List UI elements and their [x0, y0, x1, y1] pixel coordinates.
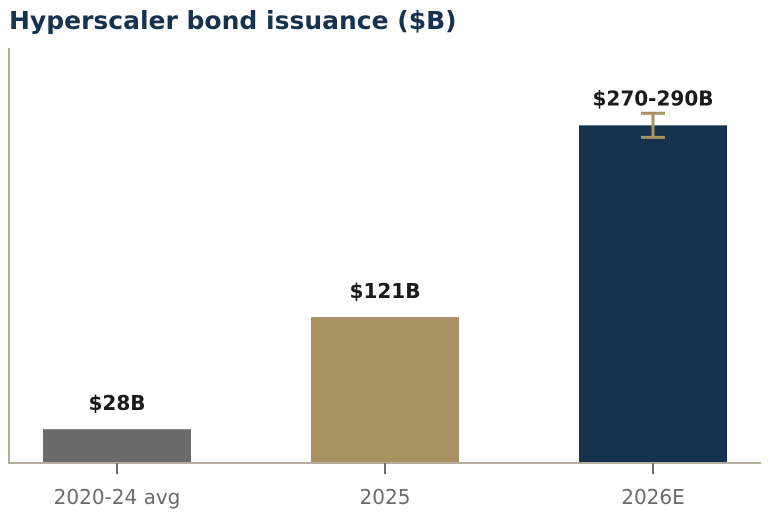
chart-title: Hyperscaler bond issuance ($B): [9, 6, 457, 35]
bar-2: [579, 125, 727, 464]
data-label-0: $28B: [89, 391, 146, 415]
bars-layer: [43, 125, 727, 464]
x-tick-label-2: 2026E: [621, 485, 685, 509]
data-labels-layer: $28B $121B $270-290B: [89, 86, 714, 415]
data-label-2: $270-290B: [593, 86, 714, 110]
data-label-1: $121B: [350, 279, 421, 303]
error-bar-2: [641, 111, 665, 139]
bar-0: [43, 429, 191, 463]
x-tick-label-1: 2025: [360, 485, 411, 509]
x-ticks-layer: 2020-24 avg 2025 2026E: [54, 463, 685, 509]
bar-1: [311, 317, 459, 463]
x-tick-label-0: 2020-24 avg: [54, 485, 181, 509]
errorbar-layer: [641, 111, 665, 139]
